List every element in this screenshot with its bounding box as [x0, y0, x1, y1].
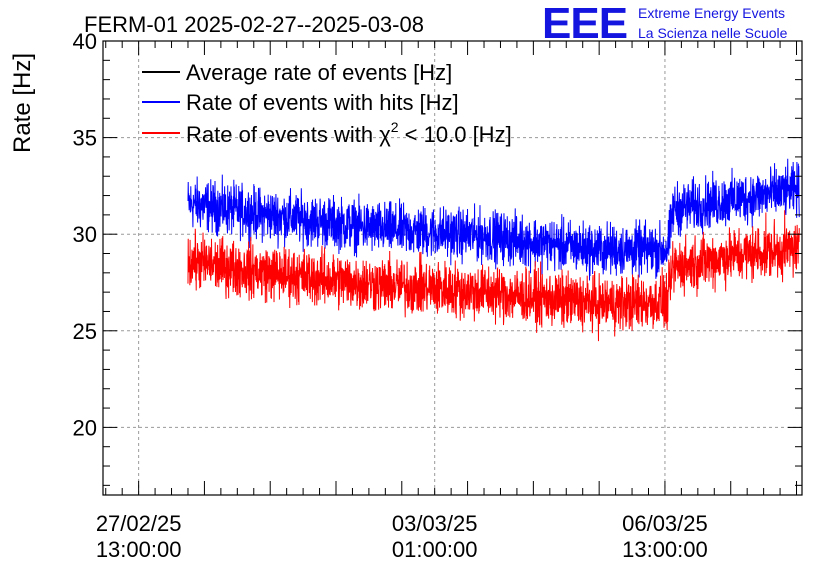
plot-frame [102, 40, 803, 496]
y-axis-label: Rate [Hz] [9, 53, 36, 153]
axis-ticks: 202530354027/02/2513:00:0003/03/2501:00:… [73, 29, 708, 562]
x-tick-label: 01:00:00 [392, 537, 478, 562]
series-layer [187, 158, 800, 342]
legend-label-average: Average rate of events [Hz] [186, 60, 452, 85]
y-tick-label: 40 [73, 29, 97, 54]
legend-label-chi2: Rate of events with χ2 < 10.0 [Hz] [186, 119, 512, 147]
series-line-1 [187, 158, 800, 281]
logo-line-2: La Scienza nelle Scuole [638, 25, 788, 41]
y-tick-label: 30 [73, 222, 97, 247]
legend: Average rate of events [Hz] Rate of even… [142, 60, 512, 147]
y-tick-label: 35 [73, 126, 97, 151]
x-tick-label: 13:00:00 [96, 537, 182, 562]
series-line-2 [187, 210, 800, 342]
x-tick-label: 13:00:00 [622, 537, 708, 562]
x-tick-label: 06/03/25 [622, 511, 708, 536]
legend-label-hits: Rate of events with hits [Hz] [186, 90, 459, 115]
chart-title: FERM-01 2025-02-27--2025-03-08 [84, 12, 424, 37]
logo-line-1: Extreme Energy Events [638, 5, 785, 21]
x-tick-label: 27/02/25 [96, 511, 182, 536]
plot-border [102, 40, 803, 496]
y-tick-label: 25 [73, 319, 97, 344]
eee-logo-mark: EEE [542, 0, 627, 48]
eee-logo: EEE Extreme Energy Events La Scienza nel… [542, 0, 788, 48]
y-tick-label: 20 [73, 415, 97, 440]
x-tick-label: 03/03/25 [392, 511, 478, 536]
